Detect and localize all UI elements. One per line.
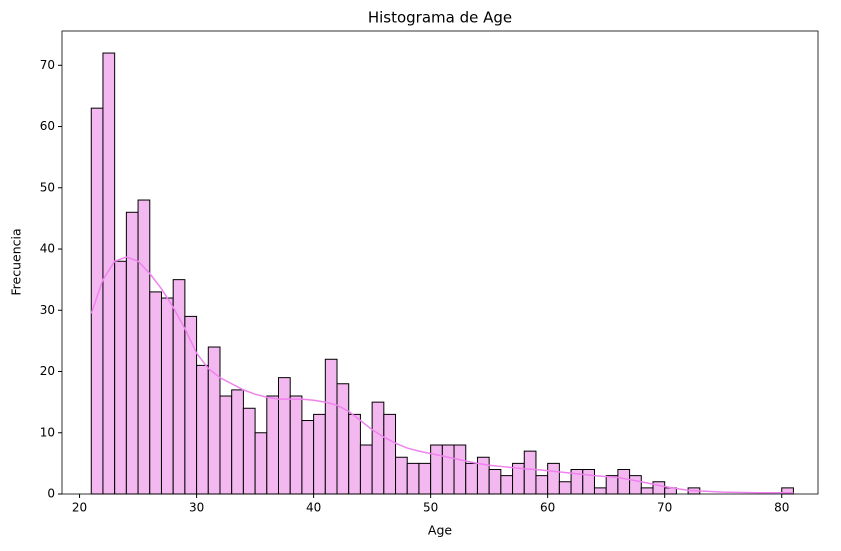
bar	[547, 462, 560, 495]
bar	[558, 481, 572, 495]
y-tick-label: 40	[40, 242, 55, 256]
bar	[313, 413, 326, 495]
bar	[102, 52, 116, 495]
bar	[500, 475, 514, 495]
bar	[137, 199, 151, 495]
bar	[523, 450, 537, 495]
bar	[465, 462, 478, 495]
bar	[395, 456, 408, 495]
x-tick-label: 70	[657, 501, 672, 515]
bar	[184, 315, 198, 495]
bar	[441, 444, 455, 495]
bar	[219, 395, 233, 495]
bar	[406, 462, 420, 495]
bar	[266, 395, 280, 495]
y-tick-label: 30	[40, 303, 55, 317]
bar	[254, 432, 268, 495]
bar	[114, 260, 127, 495]
bar	[242, 407, 256, 495]
bar	[640, 487, 654, 495]
bar	[301, 420, 315, 495]
y-tick-label: 10	[40, 425, 55, 439]
bar	[359, 444, 373, 495]
x-tick-label: 60	[540, 501, 555, 515]
x-tick-label: 30	[189, 501, 204, 515]
bar	[430, 444, 443, 495]
y-tick-label: 70	[40, 58, 55, 72]
bar	[231, 389, 244, 495]
bar	[476, 456, 490, 495]
bar	[453, 444, 467, 495]
bar	[617, 469, 631, 495]
y-tick-label: 0	[47, 487, 55, 501]
bar	[582, 469, 595, 495]
bar	[418, 462, 432, 495]
x-tick-label: 40	[306, 501, 321, 515]
bar	[125, 211, 139, 495]
bar	[289, 395, 303, 495]
plot-frame	[61, 30, 819, 495]
bar	[383, 413, 397, 495]
bar	[278, 377, 291, 495]
bar	[593, 487, 607, 495]
bar	[336, 383, 350, 495]
bar	[90, 107, 104, 495]
bar	[371, 401, 385, 495]
bar	[629, 475, 642, 495]
y-tick-label: 60	[40, 119, 55, 133]
y-tick-label: 20	[40, 364, 55, 378]
bar	[324, 358, 338, 495]
x-tick-label: 20	[72, 501, 87, 515]
bar	[605, 475, 619, 495]
x-axis-label: Age	[428, 523, 452, 538]
bar	[535, 475, 549, 495]
x-tick-label: 80	[774, 501, 789, 515]
y-tick-label: 50	[40, 180, 55, 194]
bar	[149, 291, 162, 495]
bar	[160, 297, 174, 495]
bar	[488, 469, 502, 495]
y-axis-label: Frecuencia	[9, 228, 24, 295]
bar	[348, 413, 361, 495]
x-tick-label: 50	[423, 501, 438, 515]
bar	[652, 481, 666, 495]
bar	[196, 364, 209, 495]
kde-line	[90, 256, 794, 494]
chart-title: Histograma de Age	[368, 9, 512, 27]
